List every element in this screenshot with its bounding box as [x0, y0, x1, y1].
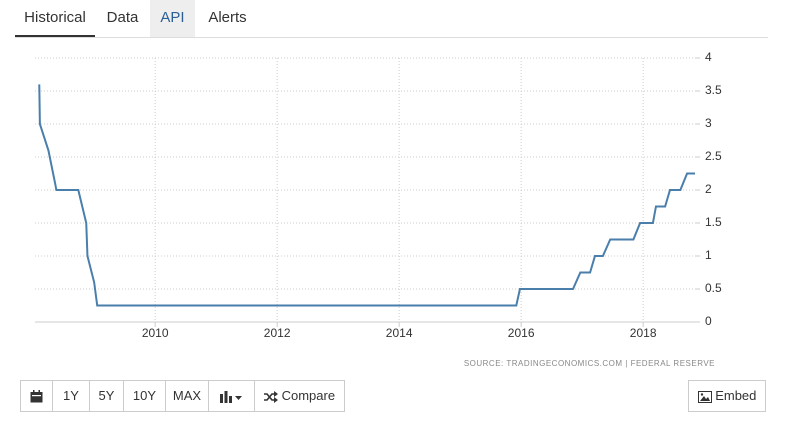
chart-type-icon — [219, 391, 242, 404]
shuffle-icon — [263, 390, 278, 403]
chart-type-button[interactable] — [208, 380, 255, 412]
image-icon — [697, 390, 712, 403]
calendar-icon — [30, 390, 43, 403]
tab[interactable]: Alerts — [208, 9, 247, 26]
x-tick-label: 2012 — [264, 326, 291, 340]
x-tick-label: 2016 — [508, 326, 535, 340]
calendar-button[interactable] — [20, 380, 53, 412]
tab-bar: Historical Data API Alerts — [15, 0, 768, 38]
x-tick-label: 2018 — [630, 326, 657, 340]
y-tick-label: 4 — [705, 50, 712, 64]
y-tick-label: 2 — [705, 182, 712, 196]
y-tick-label: 0.5 — [705, 281, 722, 295]
range-button[interactable]: 10Y — [123, 380, 166, 412]
compare-button[interactable]: Compare — [254, 380, 345, 412]
button-label: Compare — [281, 388, 336, 403]
y-tick-label: 3 — [705, 116, 712, 130]
tab[interactable]: Data — [106, 9, 139, 26]
y-tick-label: 0 — [705, 314, 712, 328]
button-label: Embed — [715, 388, 757, 403]
range-button[interactable]: MAX — [165, 380, 209, 412]
data-line — [38, 84, 695, 307]
y-tick-label: 3.5 — [705, 83, 722, 97]
x-tick-label: 2014 — [386, 326, 413, 340]
source: SOURCE: TRADINGECONOMICS.COM | FEDERAL R… — [464, 359, 715, 368]
tab[interactable]: API — [150, 0, 195, 37]
x-tick-label: 2010 — [142, 326, 169, 340]
embed-button[interactable]: Embed — [688, 380, 766, 412]
range-button[interactable]: 5Y — [89, 380, 124, 412]
y-tick-label: 1.5 — [705, 215, 722, 229]
range-button[interactable]: 1Y — [52, 380, 90, 412]
y-tick-label: 2.5 — [705, 149, 722, 163]
y-tick-label: 1 — [705, 248, 712, 262]
tab[interactable]: Historical — [15, 0, 95, 37]
chart: SOURCE: TRADINGECONOMICS.COM | FEDERAL R… — [35, 50, 722, 368]
